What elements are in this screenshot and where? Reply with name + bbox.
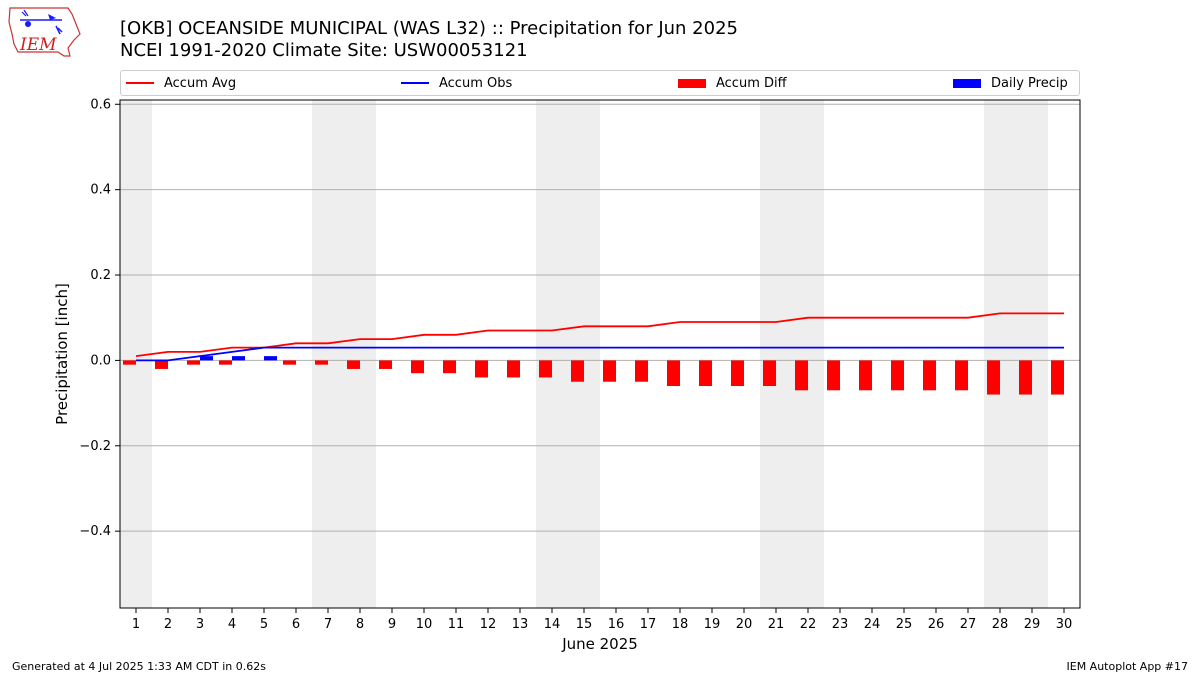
x-tick-label: 14: [544, 617, 561, 632]
accum-diff-bar: [219, 360, 232, 365]
x-tick-label: 1: [132, 617, 140, 632]
y-tick-label: −0.2: [79, 439, 111, 454]
accum-diff-bar: [411, 360, 424, 374]
accum-diff-bar: [603, 360, 616, 382]
legend: Accum Avg Accum Obs Accum Diff Daily Pre…: [120, 70, 1080, 96]
y-tick-label: 0.6: [90, 97, 111, 112]
accum-avg-line: [135, 312, 1064, 357]
legend-daily-precip-swatch: [953, 78, 981, 88]
accum-diff-bar: [859, 360, 872, 391]
accum-diff-bar: [347, 360, 360, 369]
x-tick-label: 16: [608, 617, 625, 632]
y-tick-label: 0.0: [90, 353, 111, 368]
x-tick-label: 3: [196, 617, 204, 632]
accum-diff-bar: [539, 360, 552, 378]
x-tick-label: 6: [292, 617, 300, 632]
weekend-shade-3: [760, 100, 824, 608]
x-tick-label: 25: [896, 617, 913, 632]
accum-obs-line: [136, 346, 1064, 362]
accum-diff-bar: [283, 360, 296, 365]
x-tick-label: 24: [864, 617, 881, 632]
accum-diff-bar: [123, 360, 136, 365]
chart-title: [OKB] OCEANSIDE MUNICIPAL (WAS L32) :: P…: [120, 18, 738, 39]
accum-diff-bar: [923, 360, 936, 391]
x-tick-label: 26: [928, 617, 945, 632]
accum-diff-bar: [1051, 360, 1064, 395]
legend-accum-avg-label: Accum Avg: [164, 75, 237, 91]
legend-accum-diff: Accum Diff: [678, 71, 787, 95]
accum-diff-bar: [315, 360, 328, 365]
x-tick-label: 4: [228, 617, 236, 632]
x-tick-label: 5: [260, 617, 268, 632]
x-tick-label: 7: [324, 617, 332, 632]
x-tick-label: 28: [992, 617, 1009, 632]
accum-diff-bar: [955, 360, 968, 391]
accum-diff-bar: [155, 360, 168, 369]
x-tick-label: 23: [832, 617, 849, 632]
x-tick-label: 10: [416, 617, 433, 632]
y-axis-label: Precipitation [inch]: [53, 283, 71, 425]
legend-daily-precip: Daily Precip: [953, 71, 1068, 95]
accum-diff-bar: [475, 360, 488, 378]
legend-accum-obs: Accum Obs: [401, 71, 512, 95]
legend-accum-avg: Accum Avg: [126, 71, 236, 95]
accum-diff-bar: [795, 360, 808, 391]
x-tick-label: 2: [164, 617, 172, 632]
chart-subtitle: NCEI 1991-2020 Climate Site: USW00053121: [120, 40, 528, 61]
accum-diff-bar: [635, 360, 648, 382]
weekend-shade-2: [536, 100, 600, 608]
footer-generated: Generated at 4 Jul 2025 1:33 AM CDT in 0…: [12, 660, 266, 673]
weekend-shade-4: [984, 100, 1048, 608]
footer-app: IEM Autoplot App #17: [1066, 660, 1189, 673]
accum-diff-bar: [699, 360, 712, 387]
accum-diff-bar: [667, 360, 680, 387]
iem-logo: IEM: [8, 7, 81, 57]
weekend-shade-1: [312, 100, 376, 608]
legend-accum-diff-label: Accum Diff: [716, 75, 787, 91]
accum-diff-bar: [891, 360, 904, 391]
accum-diff-bar: [571, 360, 584, 382]
accum-diff-bar: [1019, 360, 1032, 395]
legend-accum-obs-label: Accum Obs: [439, 75, 513, 91]
accum-diff-bar: [443, 360, 456, 374]
x-tick-label: 20: [736, 617, 753, 632]
legend-daily-precip-label: Daily Precip: [991, 75, 1068, 91]
x-axis-label: June 2025: [561, 635, 638, 653]
x-tick-label: 30: [1056, 617, 1073, 632]
daily-precip-bar: [200, 356, 213, 361]
x-tick-label: 17: [640, 617, 657, 632]
daily-precip-bar: [264, 356, 277, 361]
accum-diff-bar: [187, 360, 200, 365]
legend-accum-obs-swatch: [401, 82, 429, 84]
x-tick-label: 27: [960, 617, 977, 632]
accum-diff-bar: [763, 360, 776, 387]
x-tick-label: 13: [512, 617, 529, 632]
x-tick-label: 22: [800, 617, 817, 632]
x-tick-label: 19: [704, 617, 721, 632]
accum-diff-bar: [987, 360, 1000, 395]
x-tick-label: 8: [356, 617, 364, 632]
x-tick-label: 11: [448, 617, 465, 632]
legend-accum-diff-swatch: [678, 78, 706, 88]
accum-diff-bar: [507, 360, 520, 378]
x-tick-label: 15: [576, 617, 593, 632]
logo-text: IEM: [19, 35, 57, 55]
y-tick-label: −0.4: [79, 524, 111, 539]
y-tick-label: 0.4: [90, 183, 111, 198]
x-tick-label: 12: [480, 617, 497, 632]
daily-precip-bar: [232, 356, 245, 361]
plot-frame: [119, 99, 1081, 609]
x-tick-label: 9: [388, 617, 396, 632]
legend-accum-avg-swatch: [126, 82, 154, 84]
x-tick-label: 21: [768, 617, 785, 632]
x-tick-label: 18: [672, 617, 689, 632]
x-tick-label: 29: [1024, 617, 1041, 632]
accum-diff-bar: [731, 360, 744, 387]
y-tick-label: 0.2: [90, 268, 111, 283]
accum-diff-bar: [379, 360, 392, 369]
accum-diff-bar: [827, 360, 840, 391]
